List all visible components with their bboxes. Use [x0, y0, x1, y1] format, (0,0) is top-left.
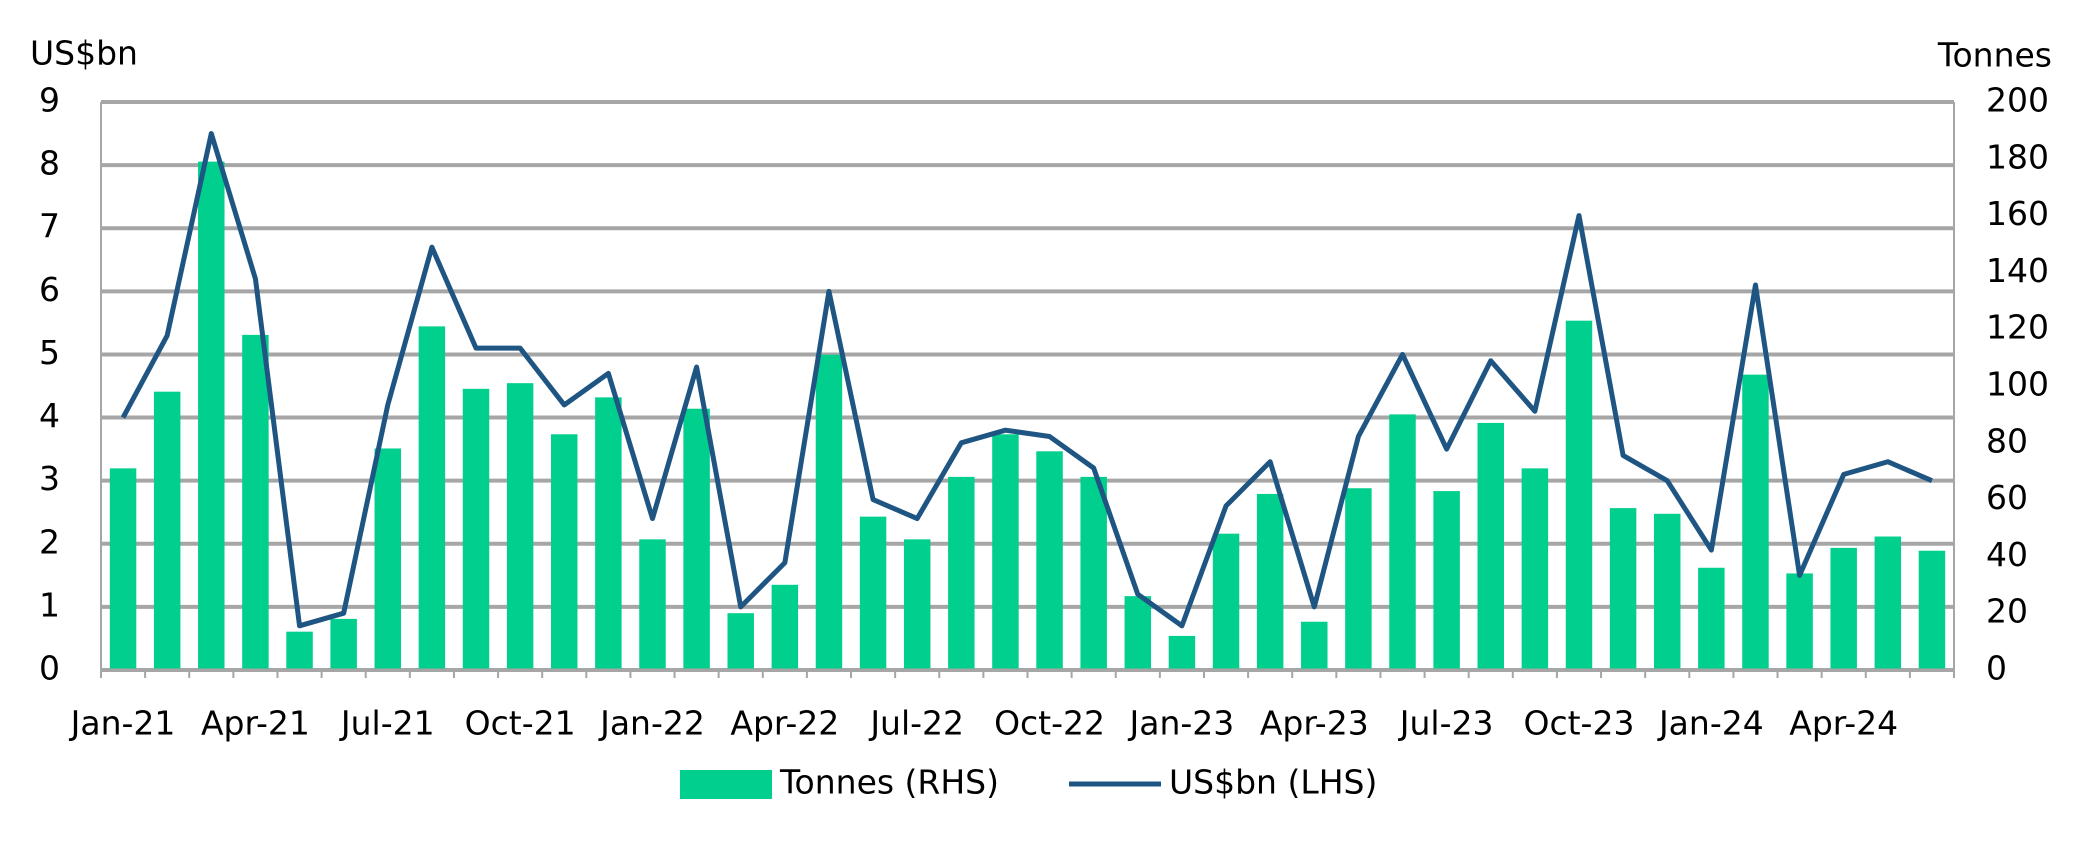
- bar: [771, 584, 799, 670]
- bar: [1301, 621, 1328, 670]
- x-tick-label: Oct-21: [465, 704, 576, 743]
- bar: [198, 161, 225, 670]
- x-tick-label: Jul-22: [868, 704, 964, 743]
- bar: [1653, 513, 1681, 670]
- bar: [727, 613, 754, 670]
- y2-tick-label: 160: [1986, 194, 2049, 233]
- x-tick-label: Jan-22: [598, 704, 705, 743]
- x-tick-label: Jan-24: [1657, 704, 1764, 743]
- y-tick-label: 2: [39, 522, 60, 561]
- legend-label: US$bn (LHS): [1169, 763, 1377, 802]
- y2-tick-label: 80: [1986, 421, 2028, 460]
- bar: [1477, 422, 1504, 670]
- bar: [1389, 414, 1416, 670]
- x-tick-label: Apr-24: [1789, 704, 1898, 743]
- bar: [242, 334, 269, 670]
- legend-label: Tonnes (RHS): [779, 763, 999, 802]
- bar: [948, 476, 975, 670]
- x-tick-label: Apr-23: [1260, 704, 1369, 743]
- x-tick-label: Jan-23: [1128, 704, 1235, 743]
- bar: [506, 383, 534, 670]
- bar: [1212, 533, 1240, 670]
- y2-tick-label: 40: [1986, 535, 2028, 574]
- y2-axis-title: Tonnes: [1937, 36, 2052, 75]
- bar: [109, 468, 137, 670]
- y2-tick-label: 0: [1986, 649, 2007, 688]
- bar: [1609, 508, 1637, 670]
- y-tick-label: 6: [39, 270, 60, 309]
- bar: [1830, 547, 1857, 670]
- bar: [595, 397, 622, 670]
- bar: [1918, 550, 1946, 670]
- y-tick-label: 4: [39, 396, 60, 435]
- bar: [1036, 451, 1063, 670]
- bar: [286, 631, 313, 670]
- bar: [1698, 567, 1725, 670]
- y-tick-label: 5: [39, 333, 60, 372]
- bar: [1521, 468, 1549, 670]
- bar: [1256, 493, 1284, 670]
- bar: [462, 388, 490, 670]
- bar: [1433, 491, 1460, 670]
- legend-swatch: [680, 770, 772, 799]
- y2-tick-label: 120: [1986, 308, 2049, 347]
- y2-tick-label: 60: [1986, 478, 2028, 517]
- bar: [859, 516, 887, 670]
- bar: [1345, 488, 1372, 670]
- y-tick-label: 8: [39, 144, 60, 183]
- y-axis-title: US$bn: [30, 34, 138, 73]
- bar: [1742, 374, 1769, 670]
- y-tick-label: 3: [39, 459, 60, 498]
- x-tick-label: Jul-23: [1398, 704, 1494, 743]
- y2-tick-label: 180: [1986, 137, 2049, 176]
- x-tick-label: Oct-23: [1524, 704, 1635, 743]
- line: [120, 131, 1933, 629]
- bar: [153, 391, 181, 670]
- bar: [815, 354, 843, 670]
- bar: [1124, 596, 1152, 670]
- y2-tick-label: 100: [1986, 365, 2049, 404]
- x-tick-label: Jan-21: [69, 704, 176, 743]
- bar: [1786, 573, 1813, 670]
- bar: [1168, 635, 1196, 670]
- x-tick-label: Jul-21: [339, 704, 435, 743]
- bar: [551, 434, 578, 670]
- bar: [683, 408, 710, 670]
- bar: [1080, 476, 1107, 670]
- bar: [330, 618, 357, 670]
- y2-tick-label: 20: [1986, 592, 2028, 631]
- y-tick-label: 1: [39, 585, 60, 624]
- x-tick-label: Apr-22: [730, 704, 839, 743]
- x-tick-label: Apr-21: [201, 704, 310, 743]
- y-tick-label: 7: [39, 207, 60, 246]
- bar: [374, 448, 402, 670]
- y-tick-label: 9: [39, 81, 60, 120]
- bar: [1874, 536, 1902, 670]
- bar: [903, 539, 931, 670]
- bar: [418, 326, 446, 670]
- bar: [1565, 320, 1593, 670]
- y2-tick-label: 200: [1986, 81, 2049, 120]
- bar: [639, 539, 666, 670]
- y-tick-label: 0: [39, 649, 60, 688]
- y2-tick-label: 140: [1986, 251, 2049, 290]
- x-tick-label: Oct-22: [994, 704, 1105, 743]
- bar: [992, 434, 1019, 670]
